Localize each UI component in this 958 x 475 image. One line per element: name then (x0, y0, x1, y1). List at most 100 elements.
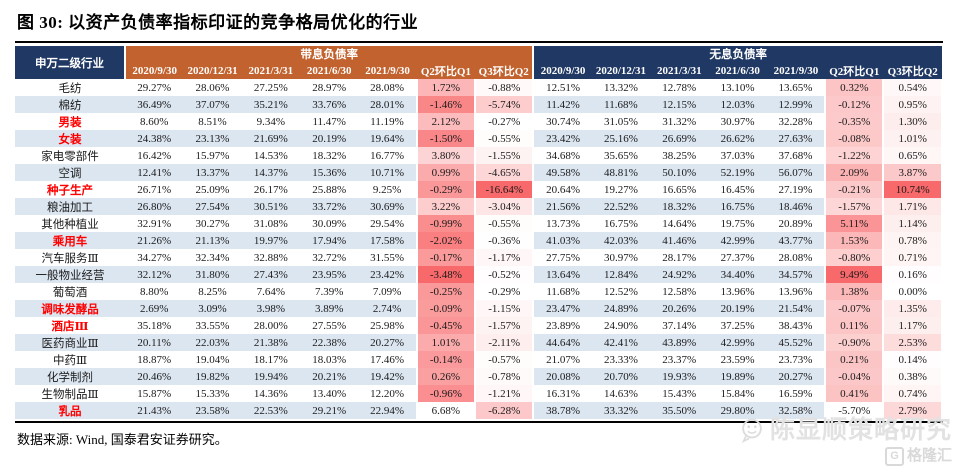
free-value-cell: 0.95% (882, 96, 943, 113)
interest-value-cell: 3.80% (415, 147, 477, 164)
free-value-cell: 24.89% (603, 302, 638, 315)
industry-cell: 医药商业Ⅲ (41, 337, 99, 350)
interest-value-cell: -0.52% (474, 266, 535, 283)
interest-value-cell: -0.29% (474, 283, 535, 300)
free-value-cell: -0.07% (824, 300, 885, 317)
free-value-cell: 14.64% (662, 217, 697, 230)
col-header: Q3环比Q2 (475, 62, 534, 79)
interest-value-cell: -0.96% (415, 385, 477, 402)
interest-value-cell: -0.78% (474, 368, 535, 385)
free-value-cell: 19.27% (603, 183, 638, 196)
industry-cell: 乳品 (58, 405, 82, 418)
free-value-cell: 1.71% (882, 198, 943, 215)
interest-value-cell: 30.09% (312, 217, 347, 230)
free-value-cell: 28.08% (778, 251, 813, 264)
industry-cell: 葡萄酒 (52, 286, 88, 299)
interest-value-cell: 9.34% (256, 115, 286, 128)
free-value-cell: 37.68% (778, 149, 813, 162)
free-value-cell: 12.52% (603, 285, 638, 298)
interest-value-cell: 35.21% (253, 98, 288, 111)
free-value-cell: 23.37% (662, 353, 697, 366)
interest-value-cell: 30.51% (253, 200, 288, 213)
free-value-cell: 12.58% (662, 285, 697, 298)
free-value-cell: 13.96% (720, 285, 755, 298)
free-value-cell: 30.97% (603, 251, 638, 264)
interest-value-cell: -0.14% (415, 351, 477, 368)
free-value-cell: 35.65% (603, 149, 638, 162)
interest-value-cell: -1.17% (474, 249, 535, 266)
interest-value-cell: 27.54% (195, 200, 230, 213)
free-value-cell: 38.25% (662, 149, 697, 162)
interest-value-cell: 22.03% (195, 336, 230, 349)
interest-value-cell: -5.74% (474, 96, 535, 113)
interest-value-cell: 19.42% (370, 370, 404, 383)
free-value-cell: 16.45% (720, 183, 755, 196)
interest-value-cell: 21.13% (195, 234, 230, 247)
free-value-cell: 0.78% (882, 232, 943, 249)
free-value-cell: 15.84% (720, 387, 755, 400)
col-header: 2021/9/30 (766, 62, 826, 79)
table-row: 粮油加工 26.80% 27.54% 30.51% 33.72% 30.69% 3.22% -… (15, 198, 943, 215)
interest-value-cell: 15.36% (312, 166, 347, 179)
free-value-cell: 12.78% (662, 81, 697, 94)
interest-value-cell: 8.51% (198, 115, 227, 128)
free-value-cell: 1.17% (882, 317, 943, 334)
interest-value-cell: -1.21% (474, 385, 535, 402)
free-value-cell: 20.26% (662, 302, 697, 315)
interest-value-cell: 15.97% (195, 149, 230, 162)
interest-value-cell: 24.38% (137, 132, 172, 145)
interest-value-cell: 33.76% (312, 98, 347, 111)
interest-value-cell: 23.95% (312, 268, 347, 281)
free-value-cell: 48.81% (603, 166, 638, 179)
interest-value-cell: 19.04% (195, 353, 230, 366)
interest-value-cell: 6.68% (415, 402, 477, 419)
bottom-rule (15, 421, 943, 423)
interest-value-cell: -0.55% (474, 130, 535, 147)
interest-value-cell: 25.98% (370, 319, 404, 332)
free-value-cell: 23.42% (546, 132, 581, 145)
free-value-cell: 0.16% (882, 266, 943, 283)
interest-value-cell: 16.42% (137, 149, 172, 162)
industry-cell: 酒店Ⅲ (51, 320, 89, 333)
free-value-cell: 11.42% (546, 98, 580, 111)
interest-value-cell: 10.71% (370, 166, 404, 179)
industry-cell: 男装 (58, 116, 82, 129)
free-value-cell: 0.41% (824, 385, 885, 402)
data-source-note: 数据来源: Wind, 国泰君安证券研究。 (17, 432, 228, 447)
col-header: 2021/9/30 (358, 62, 417, 79)
free-value-cell: 37.14% (662, 319, 697, 332)
interest-value-cell: 12.20% (370, 387, 404, 400)
interest-value-cell: 27.43% (253, 268, 288, 281)
industry-cell: 乘用车 (52, 235, 88, 248)
free-value-cell: -0.12% (824, 96, 885, 113)
free-value-cell: 2.79% (882, 402, 943, 419)
interest-value-cell: 33.72% (312, 200, 347, 213)
free-value-cell: 1.35% (882, 300, 943, 317)
top-rule (15, 41, 943, 43)
interest-value-cell: 20.19% (312, 132, 347, 145)
interest-value-cell: -0.17% (415, 249, 477, 266)
free-value-cell: 42.99% (720, 234, 755, 247)
free-value-cell: 27.37% (720, 251, 755, 264)
free-value-cell: 29.80% (720, 404, 755, 417)
free-value-cell: 1.38% (824, 283, 885, 300)
interest-value-cell: 21.38% (253, 336, 288, 349)
free-value-cell: -0.90% (824, 334, 885, 351)
interest-value-cell: 23.42% (370, 268, 404, 281)
interest-value-cell: 28.01% (370, 98, 404, 111)
free-value-cell: 16.65% (662, 183, 697, 196)
free-value-cell: 30.74% (546, 115, 581, 128)
free-value-cell: 30.97% (720, 115, 755, 128)
interest-value-cell: 7.09% (372, 285, 402, 298)
group-header-interest-bearing: 带息负债率 (125, 46, 534, 62)
free-value-cell: 2.53% (882, 334, 943, 351)
free-value-cell: -0.80% (824, 249, 885, 266)
free-value-cell: 0.54% (882, 79, 943, 96)
col-header: 2020/9/30 (532, 62, 592, 79)
table-row: 棉纺 36.49% 37.07% 35.21% 33.76% 28.01% -1.46% -5… (15, 96, 943, 113)
interest-value-cell: 3.89% (314, 302, 344, 315)
debt-ratio-table: 申万二级行业 带息负债率 无息负债率 2020/9/30 2020/12/31 … (15, 46, 943, 419)
free-value-cell: 31.05% (603, 115, 638, 128)
interest-value-cell: 26.17% (253, 183, 288, 196)
wechat-icon (741, 418, 762, 444)
